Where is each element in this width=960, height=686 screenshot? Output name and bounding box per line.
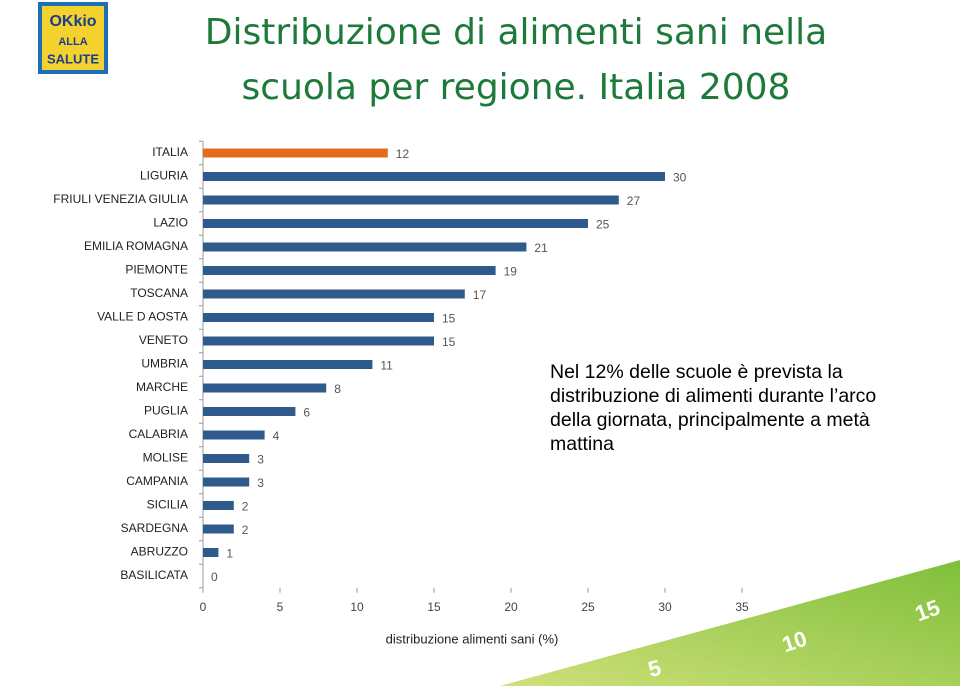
bar bbox=[203, 454, 250, 463]
category-label: CALABRIA bbox=[129, 427, 188, 441]
category-label: VENETO bbox=[139, 333, 188, 347]
value-label: 30 bbox=[673, 171, 687, 185]
value-label: 3 bbox=[257, 453, 264, 467]
value-label: 17 bbox=[473, 288, 487, 302]
category-label: PIEMONTE bbox=[125, 263, 188, 277]
value-label: 4 bbox=[273, 429, 280, 443]
x-tick-label: 10 bbox=[350, 600, 364, 614]
value-label: 2 bbox=[242, 523, 249, 537]
bar bbox=[203, 501, 234, 510]
x-tick-label: 15 bbox=[427, 600, 441, 614]
bar bbox=[203, 383, 327, 393]
category-label: FRIULI VENEZIA GIULIA bbox=[53, 192, 188, 206]
category-label: LIGURIA bbox=[140, 169, 188, 183]
category-label: LAZIO bbox=[153, 216, 188, 230]
bar bbox=[203, 430, 265, 440]
logo-text: SALUTE bbox=[47, 51, 99, 66]
x-tick-label: 5 bbox=[277, 600, 284, 614]
value-label: 19 bbox=[504, 265, 518, 279]
category-label: ABRUZZO bbox=[131, 545, 188, 559]
ruler-band bbox=[500, 560, 960, 686]
category-label: BASILICATA bbox=[120, 568, 188, 582]
bar bbox=[203, 407, 296, 416]
value-label: 0 bbox=[211, 570, 218, 584]
category-label: TOSCANA bbox=[130, 286, 188, 300]
value-label: 25 bbox=[596, 218, 610, 232]
bar bbox=[203, 524, 234, 534]
value-label: 27 bbox=[627, 194, 641, 208]
logo-text: ALLA bbox=[58, 36, 87, 48]
category-label: CAMPANIA bbox=[126, 474, 188, 488]
logo-inner bbox=[42, 6, 104, 70]
value-label: 8 bbox=[334, 382, 341, 396]
x-axis-label: distribuzione alimenti sani (%) bbox=[386, 631, 559, 646]
chart-title: Distribuzione di alimenti sani nella bbox=[205, 12, 827, 53]
value-label: 11 bbox=[380, 359, 393, 373]
x-tick-label: 25 bbox=[581, 600, 595, 614]
category-label: EMILIA ROMAGNA bbox=[84, 239, 188, 253]
category-label: SARDEGNA bbox=[121, 521, 188, 535]
x-tick-label: 30 bbox=[658, 600, 672, 614]
bar bbox=[203, 148, 388, 158]
value-label: 2 bbox=[242, 500, 249, 514]
category-label: VALLE D AOSTA bbox=[97, 310, 188, 324]
bar bbox=[203, 289, 465, 299]
value-label: 6 bbox=[303, 406, 310, 420]
category-label: PUGLIA bbox=[144, 404, 188, 418]
bar bbox=[203, 195, 619, 205]
bar bbox=[203, 360, 373, 369]
annotation: Nel 12% delle scuole è prevista la distr… bbox=[550, 361, 877, 455]
bar bbox=[203, 266, 496, 275]
value-label: 12 bbox=[396, 147, 410, 161]
bar bbox=[203, 242, 527, 252]
logo-text: OKkio bbox=[49, 13, 96, 30]
bar bbox=[203, 548, 219, 557]
value-label: 15 bbox=[442, 335, 456, 349]
bar bbox=[203, 172, 665, 181]
category-label: MOLISE bbox=[143, 451, 188, 465]
value-label: 15 bbox=[442, 312, 456, 326]
value-label: 1 bbox=[226, 547, 233, 561]
value-label: 3 bbox=[257, 476, 264, 490]
x-tick-label: 0 bbox=[200, 600, 207, 614]
x-tick-label: 35 bbox=[735, 600, 749, 614]
category-label: SICILIA bbox=[147, 498, 188, 512]
x-tick-label: 20 bbox=[504, 600, 518, 614]
bar bbox=[203, 477, 250, 487]
value-label: 21 bbox=[534, 241, 548, 255]
chart-title: scuola per regione. Italia 2008 bbox=[242, 67, 791, 108]
bar bbox=[203, 336, 434, 346]
bar bbox=[203, 219, 588, 228]
category-label: MARCHE bbox=[136, 380, 188, 394]
bar bbox=[203, 313, 434, 322]
category-label: ITALIA bbox=[152, 145, 188, 159]
category-label: UMBRIA bbox=[141, 357, 188, 371]
